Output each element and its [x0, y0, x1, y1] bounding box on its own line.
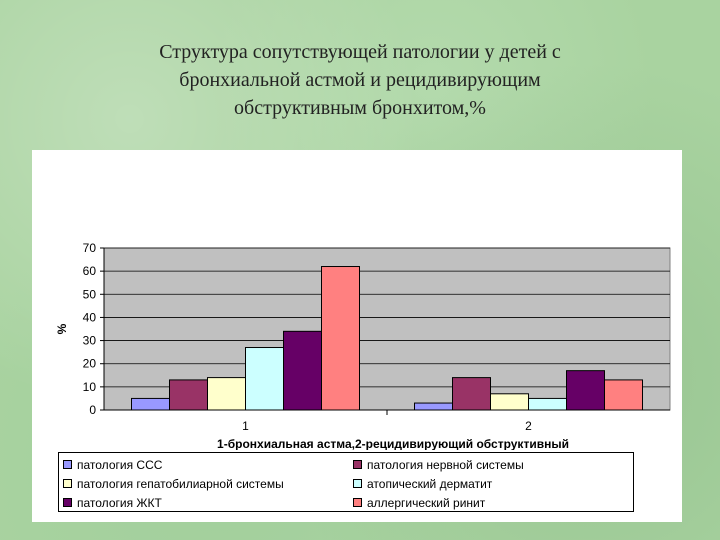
legend-swatch-3 [63, 479, 72, 488]
legend-swatch-4 [353, 479, 362, 488]
y-tick-label-20: 20 [83, 357, 97, 371]
bar-4-cat-2 [528, 397, 567, 411]
legend-item-6: аллергический ринит [353, 493, 633, 512]
legend-label-4: атопический дерматит [367, 476, 493, 491]
bar-4-cat-1 [245, 347, 284, 411]
chart-frame: 0 10 20 30 40 50 60 70 1 2% 1-бронхиальная астма,2… [32, 150, 682, 522]
legend-swatch-2 [353, 460, 362, 469]
x-tick-label-1: 1 [242, 419, 249, 433]
legend-label-2: патология нервной системы [367, 457, 524, 472]
y-tick-label-70: 70 [83, 241, 97, 255]
legend-item-1: патология ССС [63, 455, 353, 474]
legend-label-1: патология ССС [77, 457, 163, 472]
x-axis-title: 1-бронхиальная астма,2-рецидивирующий об… [217, 437, 569, 450]
chart-legend: патология ССС патология нервной системы па… [58, 452, 634, 512]
y-tick-label-10: 10 [83, 380, 97, 394]
legend-label-5: патология ЖКТ [77, 495, 162, 510]
y-tick-label-40: 40 [83, 310, 97, 324]
legend-label-3: патология гепатобилиарной системы [77, 476, 284, 491]
bar-6-cat-2 [604, 379, 643, 411]
y-axis-title: % [55, 323, 69, 334]
bar-5-cat-2 [566, 370, 605, 411]
legend-swatch-1 [63, 460, 72, 469]
bar-2-cat-1 [169, 379, 208, 411]
y-tick-label-50: 50 [83, 287, 97, 301]
bar-3-cat-1 [207, 377, 246, 411]
bar-1-cat-1 [131, 397, 170, 411]
bar-3-cat-2 [490, 393, 529, 411]
legend-swatch-6 [353, 498, 362, 507]
bar-chart: 0 10 20 30 40 50 60 70 1 2% 1-бронхиальная астма,2… [55, 241, 671, 450]
y-tick-label-0: 0 [89, 403, 96, 417]
title-line-2: бронхиальной астмой и рецидивирующим [179, 69, 541, 91]
title-line-3: обструктивным бронхитом,% [234, 97, 486, 119]
legend-swatch-5 [63, 498, 72, 507]
y-tick-label-30: 30 [83, 334, 97, 348]
bar-6-cat-1 [321, 266, 360, 411]
legend-label-6: аллергический ринит [367, 495, 486, 510]
title-line-1: Структура сопутствующей патологии у дете… [159, 41, 561, 63]
y-tick-label-60: 60 [83, 264, 97, 278]
x-tick-label-2: 2 [525, 419, 532, 433]
bar-2-cat-2 [452, 377, 491, 411]
legend-item-4: атопический дерматит [353, 474, 633, 493]
legend-item-5: патология ЖКТ [63, 493, 353, 512]
slide-title: Структура сопутствующей патологии у дете… [60, 38, 660, 122]
bar-1-cat-2 [414, 402, 453, 411]
bar-5-cat-1 [283, 330, 322, 411]
legend-item-2: патология нервной системы [353, 455, 633, 474]
legend-item-3: патология гепатобилиарной системы [63, 474, 353, 493]
